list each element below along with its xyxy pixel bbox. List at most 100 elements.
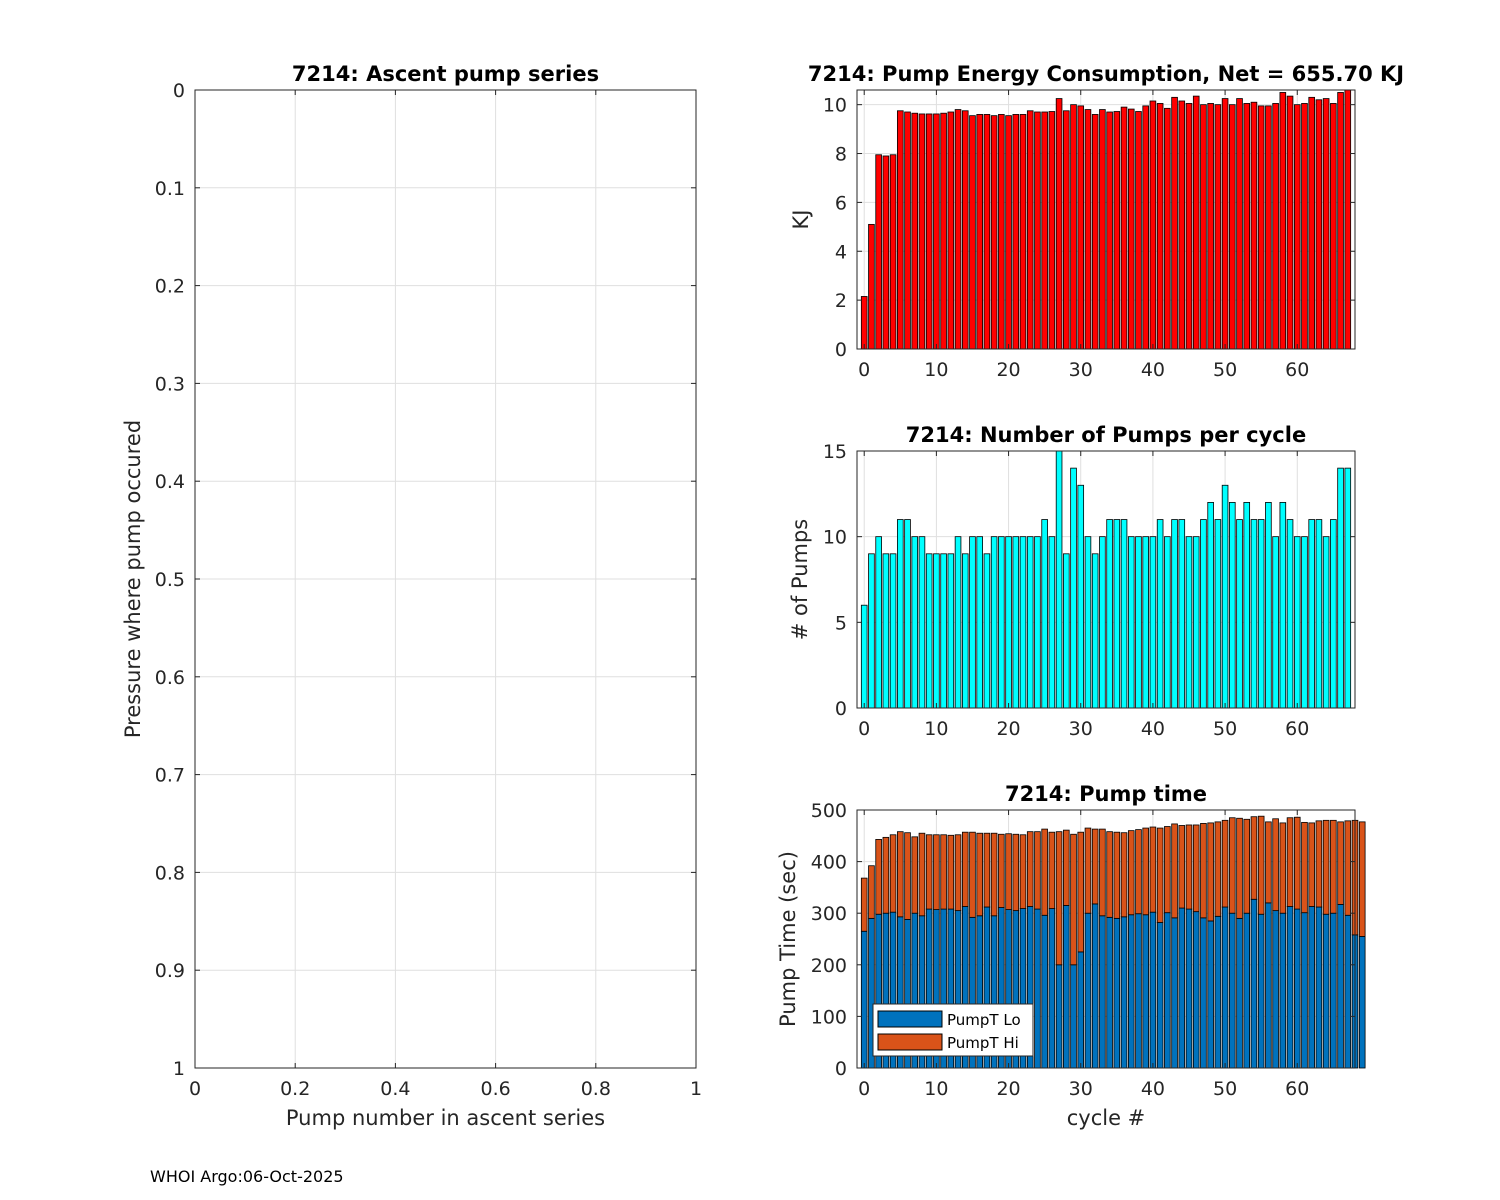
bar-pumpt-hi: [1026, 831, 1034, 907]
x-tick-label: 20: [996, 1078, 1020, 1100]
bar: [1214, 104, 1222, 350]
bar: [1135, 111, 1142, 350]
bar-pumpt-lo: [1250, 898, 1258, 1069]
bar-pumpt-hi: [904, 832, 911, 920]
bar-pumpt-lo: [1142, 914, 1149, 1069]
y-tick-label: 0.8: [155, 862, 185, 884]
bar: [1142, 536, 1149, 709]
bar-pumpt-lo: [1164, 912, 1171, 1069]
x-tick-label: 0.2: [280, 1078, 310, 1100]
y-tick-label: 0.2: [155, 276, 185, 298]
ascent-x-ticks: 0 0.2 0.4 0.6 0.8 1: [189, 90, 702, 1100]
bar: [1041, 111, 1048, 350]
x-tick-label: 60: [1285, 718, 1309, 740]
bar-pumpt-hi: [911, 836, 919, 914]
bar-pumpt-lo: [1149, 911, 1157, 1069]
bar: [1106, 111, 1113, 350]
y-tick-label: 0: [173, 80, 185, 102]
x-tick-label: 0: [189, 1078, 201, 1100]
ascent-chart-title: 7214: Ascent pump series: [292, 62, 599, 86]
bar-pumpt-hi: [1229, 817, 1236, 914]
bar: [998, 114, 1005, 350]
bar: [1308, 96, 1315, 350]
bar: [1257, 519, 1265, 709]
bar-pumpt-lo: [1156, 922, 1164, 1069]
x-tick-label: 50: [1213, 718, 1237, 740]
x-tick-label: 0.6: [480, 1078, 510, 1100]
bar: [904, 111, 911, 350]
bar: [1322, 536, 1330, 709]
legend-label-lo: PumpT Lo: [947, 1011, 1021, 1029]
bar-pumpt-hi: [1099, 828, 1106, 917]
footer-credit: WHOI Argo:06-Oct-2025: [150, 1167, 344, 1186]
bar-pumpt-lo: [1286, 906, 1294, 1069]
bar-pumpt-hi: [1337, 821, 1344, 905]
bar: [1229, 104, 1236, 350]
x-tick-label: 0: [858, 718, 870, 740]
bar-pumpt-hi: [918, 832, 926, 917]
npumps-x-ticks: 0 10 20 30 40 50 60: [858, 451, 1309, 740]
bar-pumpt-lo: [1070, 964, 1077, 1069]
bar: [1185, 103, 1193, 350]
x-tick-label: 10: [924, 718, 948, 740]
bar-pumpt-hi: [1142, 827, 1149, 916]
y-tick-label: 4: [835, 241, 847, 263]
y-tick-label: 0: [835, 339, 847, 361]
bar: [1315, 99, 1323, 350]
y-tick-label: 0.4: [155, 471, 185, 493]
y-tick-label: 6: [835, 192, 847, 214]
bar: [882, 553, 890, 709]
bar: [918, 113, 926, 350]
bar: [1034, 536, 1041, 709]
bar: [1084, 536, 1092, 709]
bar-pumpt-hi: [1077, 831, 1085, 953]
bar: [954, 536, 962, 709]
bar-pumpt-hi: [954, 834, 962, 912]
npumps-y-axis-label: # of Pumps: [788, 519, 812, 641]
bar: [1265, 501, 1272, 709]
x-tick-label: 50: [1213, 1078, 1237, 1100]
bar-pumpt-lo: [1229, 912, 1236, 1069]
bar-pumpt-hi: [1120, 832, 1128, 918]
bar-pumpt-lo: [1322, 913, 1330, 1069]
bar-pumpt-lo: [1106, 916, 1113, 1069]
bar-pumpt-lo: [1279, 912, 1287, 1069]
bar: [983, 114, 991, 350]
bar: [1221, 484, 1229, 709]
bar-pumpt-hi: [1171, 823, 1178, 919]
bar: [925, 553, 933, 709]
bar-pumpt-lo: [1034, 908, 1041, 1069]
ascent-pump-series-axes: 0 0.2 0.4 0.6 0.8 1 0 0.1 0.2 0.3 0.4 0.5 0.6 0.7 0.8…: [121, 62, 702, 1130]
bar: [1192, 536, 1200, 709]
bar-pumpt-hi: [1164, 826, 1171, 914]
bar-pumpt-lo: [1243, 912, 1251, 1069]
bar-pumpt-hi: [875, 839, 882, 915]
bar-pumpt-hi: [1257, 815, 1265, 915]
bar: [911, 536, 919, 709]
bar-pumpt-lo: [1257, 913, 1265, 1069]
bar: [1026, 110, 1034, 350]
plot-background: [857, 90, 1355, 349]
bar-pumpt-lo: [1308, 906, 1315, 1069]
bar-pumpt-hi: [1106, 831, 1113, 918]
bar-pumpt-hi: [1200, 823, 1207, 919]
bar: [947, 553, 955, 709]
bar: [969, 536, 976, 709]
bar: [1308, 519, 1315, 709]
bar-pumpt-hi: [961, 831, 969, 907]
bar: [933, 113, 940, 350]
x-tick-label: 0.8: [581, 1078, 611, 1100]
x-tick-label: 30: [1069, 718, 1093, 740]
bar-pumpt-hi: [1344, 820, 1352, 916]
bar-pumpt-hi: [1091, 828, 1099, 905]
bar-pumpt-hi: [1012, 833, 1020, 912]
y-tick-label: 100: [811, 1006, 847, 1028]
energy-y-axis-label: KJ: [789, 210, 813, 230]
bar: [1185, 536, 1193, 709]
bar-pumpt-hi: [889, 834, 897, 913]
bar-pumpt-hi: [990, 832, 998, 917]
bar-pumpt-lo: [1330, 912, 1337, 1069]
bar-pumpt-hi: [1084, 827, 1092, 914]
legend-label-hi: PumpT Hi: [947, 1034, 1019, 1052]
bar: [882, 155, 890, 350]
